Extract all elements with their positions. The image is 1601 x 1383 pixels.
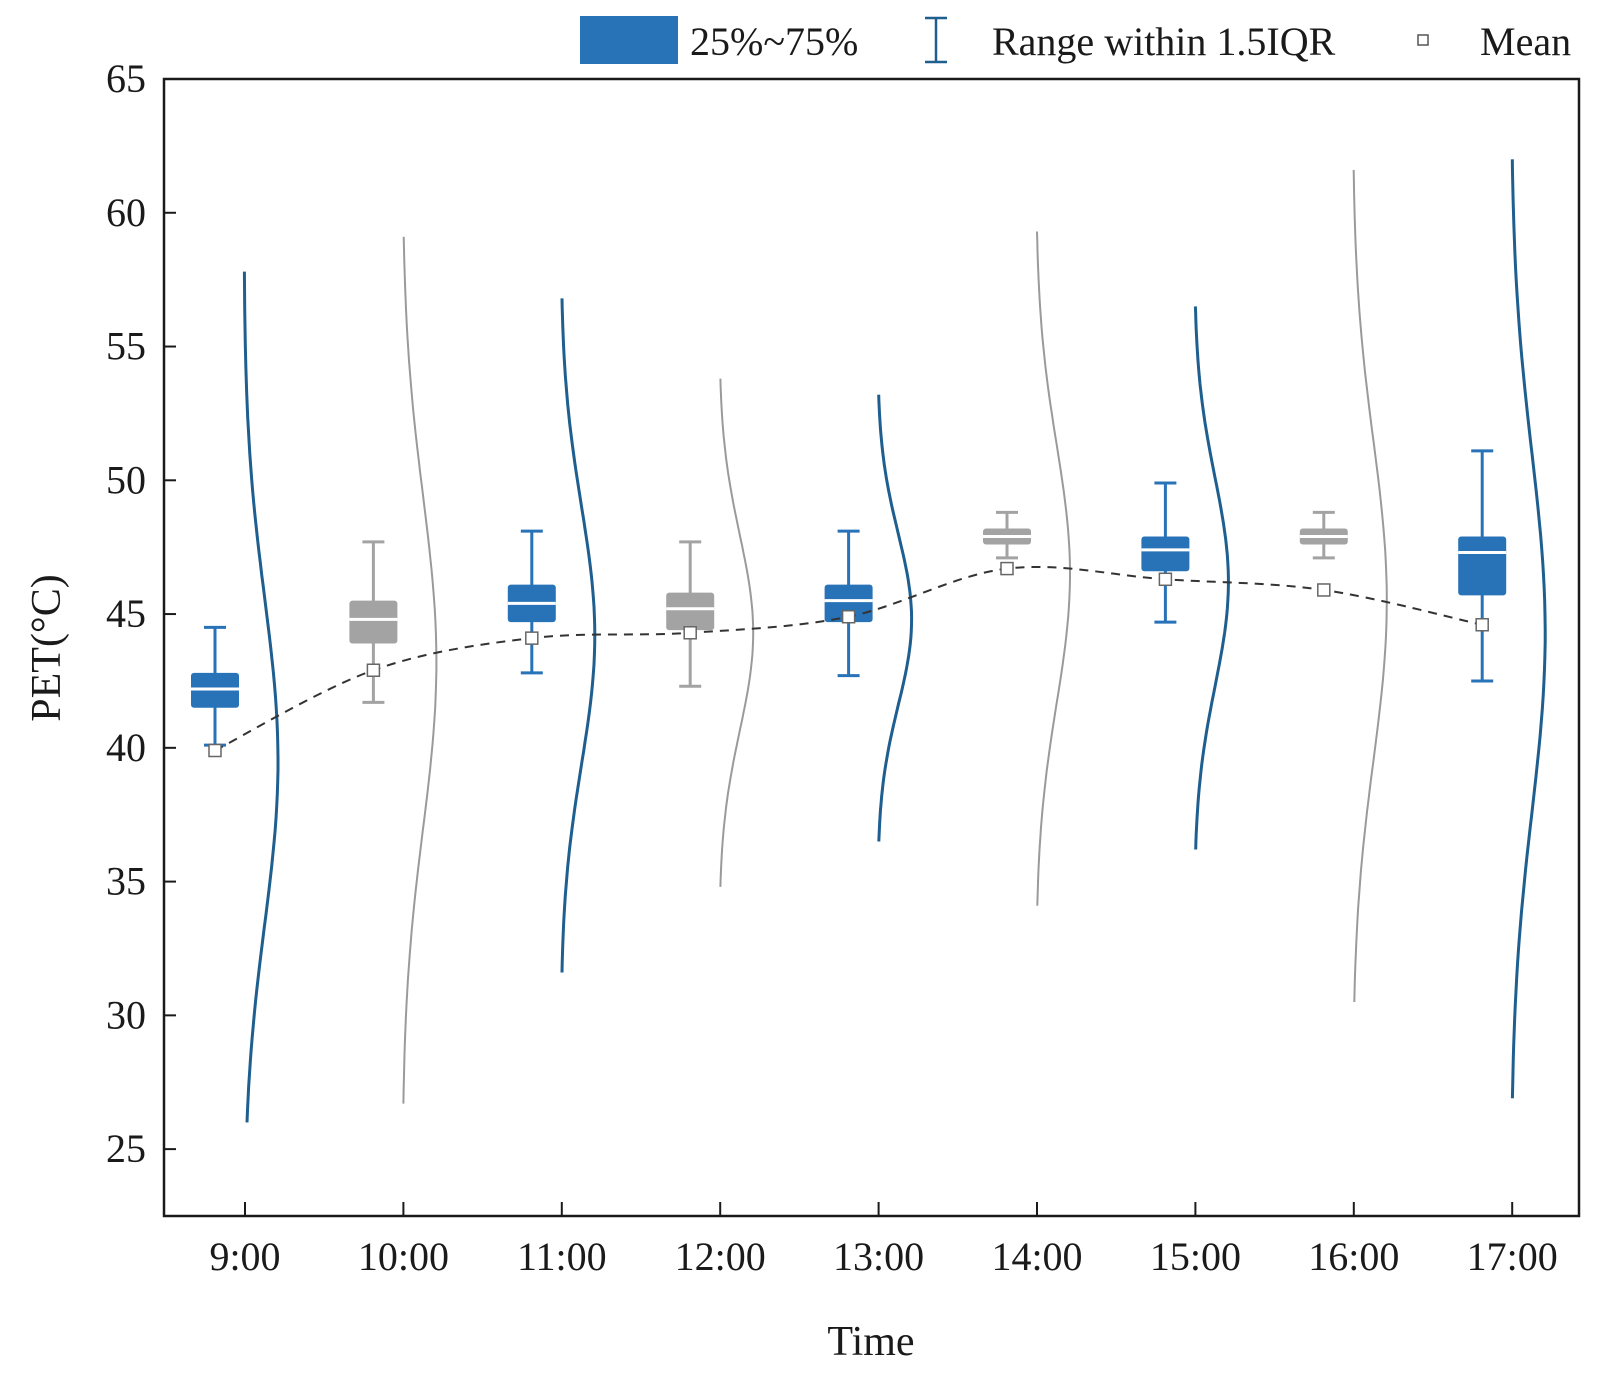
mean-marker-12:00 [683,626,697,640]
distribution-curve-12:00 [719,378,755,887]
box-group-13:00 [824,529,873,678]
mean-marker-11:00 [525,631,539,645]
x-tick-label-9:00: 9:00 [209,1234,280,1279]
legend-whisker-icon [925,16,947,64]
distribution-curve-16:00 [1352,169,1388,1003]
mean-marker-15:00 [1158,572,1173,587]
plot-frame [162,77,1581,1218]
box-13:00 [824,584,873,623]
distribution-curve-9:00 [242,271,280,1123]
mean-marker-10:00 [366,663,381,677]
y-axis: 25 30 35 40 45 50 55 60 65 [106,56,176,1171]
mean-marker-17:00 [1475,618,1489,632]
box-15:00 [1141,536,1190,572]
box-group-12:00 [666,540,715,688]
distribution-curve-13:00 [877,394,914,842]
y-tick-label-50: 50 [106,457,146,502]
y-tick-label-35: 35 [106,859,146,904]
y-tick-label-45: 45 [106,591,146,636]
box-17:00 [1458,536,1507,596]
legend: 25%~75% Range within 1.5IQR Mean [580,16,1571,64]
y-tick-label-55: 55 [106,324,146,369]
x-axis: 9:00 10:00 11:00 12:00 13:00 14:00 15:00 16:00 1… [209,1202,1558,1279]
mean-marker-13:00 [841,609,856,624]
y-tick-label-40: 40 [106,725,146,770]
box-group-17:00 [1458,449,1507,683]
x-tick-label-14:00: 14:00 [991,1234,1082,1279]
legend-mean-marker [1417,34,1429,46]
box-group-16:00 [1299,510,1348,560]
box-group-14:00 [983,510,1031,560]
y-tick-label-60: 60 [106,190,146,235]
x-tick-label-13:00: 13:00 [833,1234,924,1279]
box-10:00 [349,600,398,644]
y-axis-title: PET(°C) [24,574,70,721]
mean-marker-9:00 [208,743,222,758]
distribution-curves [242,159,1547,1123]
legend-box-label: 25%~75% [690,19,858,64]
x-tick-label-11:00: 11:00 [517,1234,607,1279]
x-tick-label-12:00: 12:00 [675,1234,766,1279]
distribution-curve-17:00 [1510,159,1547,1099]
mean-marker-14:00 [1000,561,1014,576]
distribution-curve-10:00 [402,236,438,1104]
x-axis-title: Time [827,1319,914,1365]
legend-mean-label: Mean [1480,19,1571,64]
box-group-15:00 [1141,481,1190,624]
x-tick-label-15:00: 15:00 [1150,1234,1241,1279]
x-tick-label-10:00: 10:00 [358,1234,449,1279]
mean-marker-16:00 [1317,583,1331,597]
box-series [191,449,1507,747]
box-group-10:00 [349,540,398,704]
box-group-9:00 [191,625,239,747]
legend-whisker-label: Range within 1.5IQR [992,19,1336,64]
box-group-11:00 [507,529,556,675]
x-tick-label-17:00: 17:00 [1467,1234,1558,1279]
y-tick-label-65: 65 [106,56,146,101]
y-tick-label-25: 25 [106,1126,146,1171]
x-tick-label-16:00: 16:00 [1308,1234,1399,1279]
legend-box-swatch [580,16,678,64]
distribution-curve-15:00 [1193,306,1230,850]
box-12:00 [666,592,715,631]
mean-layer [208,561,1489,758]
y-tick-label-30: 30 [106,992,146,1037]
